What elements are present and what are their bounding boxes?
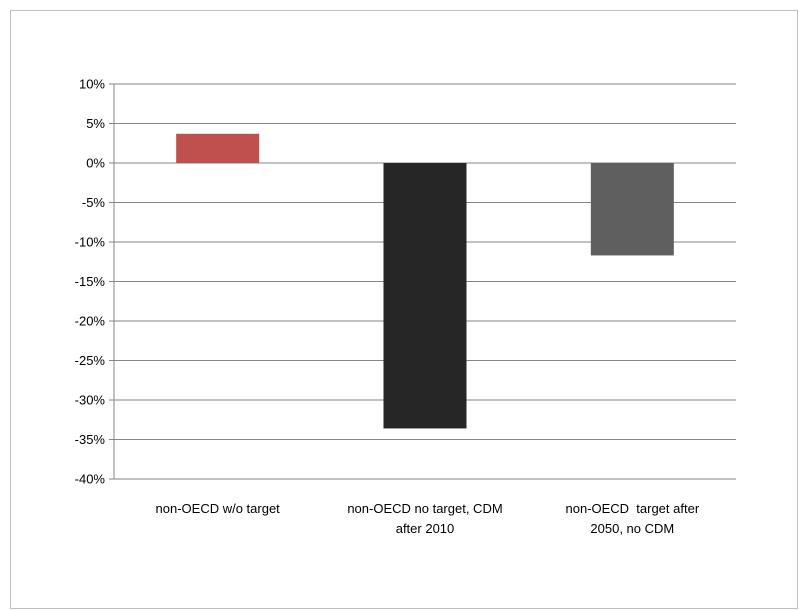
- x-category-label: 2050, no CDM: [590, 521, 674, 536]
- bar-2: [383, 163, 467, 429]
- bar-1: [176, 133, 260, 163]
- y-tick-label: -35%: [75, 432, 106, 447]
- y-tick-label: -30%: [75, 393, 106, 408]
- x-category-label: after 2010: [396, 521, 455, 536]
- y-tick-label: -25%: [75, 353, 106, 368]
- y-tick-label: -15%: [75, 274, 106, 289]
- y-tick-label: 0%: [86, 156, 105, 171]
- y-tick-label: -10%: [75, 235, 106, 250]
- y-tick-label: -40%: [75, 472, 106, 487]
- x-category-label: non-OECD target after: [565, 501, 699, 516]
- y-tick-label: 5%: [86, 116, 105, 131]
- x-category-label: non-OECD no target, CDM: [347, 501, 502, 516]
- y-tick-label: -5%: [82, 195, 106, 210]
- bar-3: [590, 163, 674, 256]
- y-axis-tick-labels: 10% 5% 0% -5% -10% -15% -20% -25% -30% -35% -40%: [75, 77, 106, 487]
- y-tick-label: 10%: [79, 77, 105, 92]
- bars: [176, 133, 674, 429]
- y-tick-label: -20%: [75, 314, 106, 329]
- x-category-label: non-OECD w/o target: [156, 501, 281, 516]
- x-axis-category-labels: non-OECD w/o target non-OECD no target, C…: [156, 501, 700, 536]
